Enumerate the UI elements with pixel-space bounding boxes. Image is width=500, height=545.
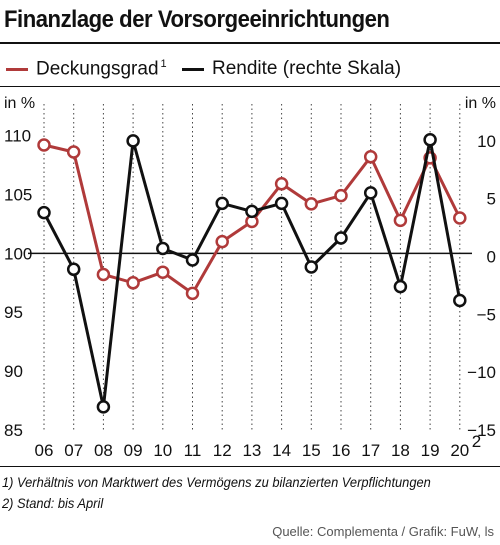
x-tick-label: 16 bbox=[332, 441, 351, 460]
data-point-rendite bbox=[126, 134, 140, 148]
x-tick-label: 17 bbox=[361, 441, 380, 460]
data-point-deckungsgrad bbox=[393, 213, 408, 228]
data-point-rendite bbox=[304, 260, 319, 274]
right-tick-label: 0 bbox=[487, 248, 496, 267]
left-tick-label: 85 bbox=[4, 421, 23, 440]
legend: Deckungsgrad 1 Rendite (rechte Skala) bbox=[0, 58, 500, 84]
right-tick-label: −15 bbox=[467, 421, 496, 440]
left-tick-label: 95 bbox=[4, 303, 23, 322]
data-point-rendite bbox=[156, 241, 170, 256]
data-point-deckungsgrad bbox=[334, 188, 348, 203]
data-point-deckungsgrad bbox=[37, 138, 51, 152]
legend-label-rendite: Rendite (rechte Skala) bbox=[212, 58, 402, 79]
left-axis-unit: in % bbox=[4, 95, 35, 112]
x-tick-label: 11 bbox=[184, 441, 202, 460]
x-tick-label: 12 bbox=[213, 441, 232, 460]
footnote-1: 1) Verhältnis von Marktwert des Vermögen… bbox=[2, 474, 431, 490]
legend-rule bbox=[0, 86, 500, 87]
left-tick-label: 105 bbox=[4, 185, 32, 204]
x-tick-superscript: 2 bbox=[472, 432, 481, 451]
data-point-rendite bbox=[66, 262, 81, 277]
right-tick-label: 5 bbox=[487, 190, 496, 209]
right-tick-label: −5 bbox=[477, 305, 496, 324]
data-point-deckungsgrad bbox=[453, 211, 467, 225]
data-point-rendite bbox=[245, 204, 259, 219]
data-point-rendite bbox=[274, 196, 289, 211]
x-tick-label: 20 bbox=[450, 441, 469, 460]
data-point-deckungsgrad bbox=[66, 145, 81, 159]
data-point-rendite bbox=[96, 400, 111, 414]
data-point-deckungsgrad bbox=[363, 150, 378, 164]
x-tick-label: 18 bbox=[391, 441, 410, 460]
x-tick-label: 15 bbox=[302, 441, 321, 460]
legend-label-deckungsgrad: Deckungsgrad 1 bbox=[36, 58, 167, 80]
right-axis-unit: in % bbox=[465, 95, 496, 112]
data-point-rendite bbox=[215, 196, 229, 211]
x-tick-label: 19 bbox=[421, 441, 440, 460]
data-point-deckungsgrad bbox=[126, 276, 140, 290]
x-tick-label: 07 bbox=[64, 441, 83, 460]
legend-swatch-rendite bbox=[182, 67, 204, 71]
data-point-deckungsgrad bbox=[274, 177, 289, 191]
data-point-rendite bbox=[185, 253, 200, 267]
x-tick-label: 06 bbox=[35, 441, 54, 460]
data-point-rendite bbox=[393, 279, 408, 294]
x-axis-ticks: 06 07 08 09 10 11 12 13 14 15 16 17 18 19 20 2 bbox=[35, 432, 482, 460]
left-tick-label: 100 bbox=[4, 244, 32, 263]
x-tick-label: 08 bbox=[94, 441, 113, 460]
left-tick-label: 90 bbox=[4, 362, 23, 381]
data-point-deckungsgrad bbox=[96, 267, 111, 282]
title-rule bbox=[0, 42, 500, 44]
left-tick-label: 110 bbox=[4, 127, 31, 146]
series-lines bbox=[37, 133, 467, 414]
right-tick-label: −10 bbox=[467, 363, 496, 382]
data-point-rendite bbox=[37, 205, 51, 220]
data-point-rendite bbox=[334, 231, 348, 245]
data-point-deckungsgrad bbox=[304, 197, 319, 211]
data-point-rendite bbox=[453, 293, 467, 308]
source-credit: Quelle: Complementa / Grafik: FuW, ls bbox=[272, 524, 494, 539]
x-tick-label: 13 bbox=[242, 441, 261, 460]
legend-swatch-deckungsgrad bbox=[6, 67, 28, 71]
footnote-2: 2) Stand: bis April bbox=[2, 495, 104, 511]
legend-item-rendite: Rendite (rechte Skala) bbox=[182, 58, 401, 80]
right-tick-label: 10 bbox=[477, 132, 496, 151]
data-point-rendite bbox=[363, 186, 378, 200]
data-point-deckungsgrad bbox=[156, 265, 170, 279]
footnote-rule bbox=[0, 466, 500, 467]
data-point-deckungsgrad bbox=[215, 234, 229, 249]
data-point-rendite bbox=[423, 133, 437, 147]
chart-title: Finanzlage der Vorsorgeeinrichtungen bbox=[4, 6, 390, 33]
x-tick-label: 14 bbox=[272, 441, 291, 460]
legend-item-deckungsgrad: Deckungsgrad 1 bbox=[6, 58, 167, 80]
x-tick-label: 10 bbox=[153, 441, 172, 460]
x-tick-label: 09 bbox=[124, 441, 143, 460]
data-point-deckungsgrad bbox=[185, 286, 200, 301]
